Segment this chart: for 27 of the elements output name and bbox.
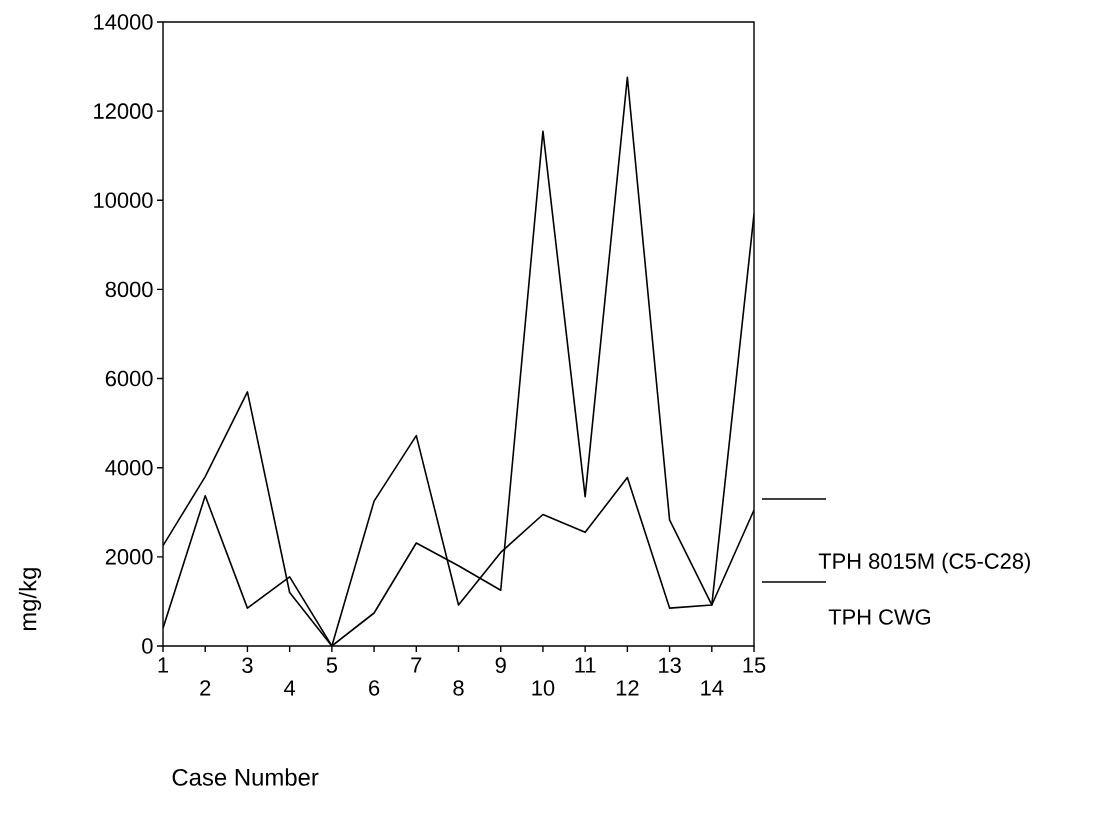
y-tick-label: 6000 <box>105 370 153 387</box>
y-tick-label: 10000 <box>94 192 153 209</box>
y-tick-label: 14000 <box>94 14 153 30</box>
y-tick-label: 12000 <box>94 103 153 119</box>
x-tick-label: 14 <box>701 680 724 696</box>
text: TPH CWG <box>828 609 931 625</box>
x-tick-label: 1 <box>158 657 169 673</box>
x-axis-title: Case Number <box>172 768 319 786</box>
text: TPH 8015M (C5-C28) <box>818 552 1030 574</box>
x-tick-label: 4 <box>284 680 296 696</box>
x-tick-label: 5 <box>326 657 338 673</box>
y-tick-label: 2000 <box>105 549 153 565</box>
x-tick-label: 6 <box>369 680 380 696</box>
y-tick-label: 8000 <box>105 281 153 298</box>
x-tick-label: 7 <box>411 657 422 673</box>
y-tick-label: 0 <box>142 638 153 654</box>
y-tick-label: 4000 <box>105 459 153 476</box>
x-tick-label: 9 <box>495 657 506 674</box>
x-tick-label: 13 <box>659 657 681 674</box>
x-tick-label: 15 <box>743 657 766 673</box>
x-tick-label: 3 <box>242 657 253 674</box>
x-tick-label: 12 <box>616 680 639 696</box>
x-tick-label: 10 <box>532 680 555 696</box>
x-tick-label: 11 <box>575 657 596 673</box>
x-tick-label: 2 <box>200 680 211 696</box>
x-tick-label: 8 <box>453 680 464 696</box>
y-axis-title: mg/kg <box>18 568 42 631</box>
